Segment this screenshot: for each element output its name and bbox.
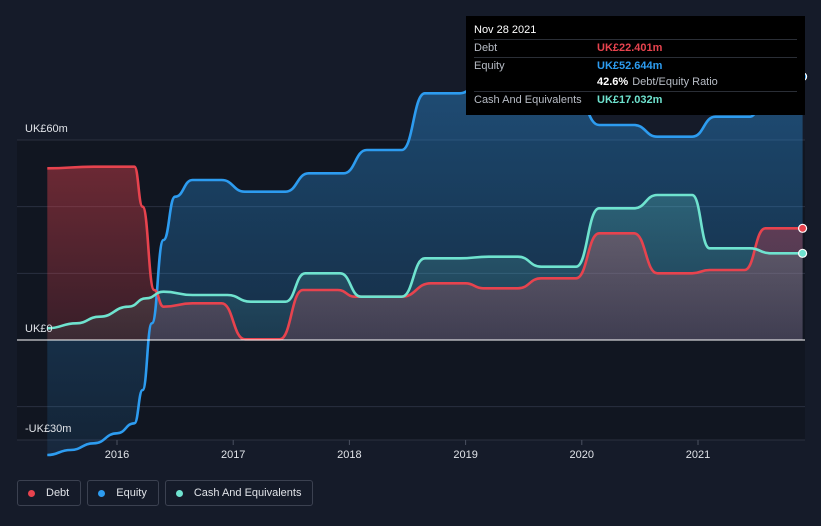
- tooltip-ratio-value: 42.6%: [597, 76, 629, 88]
- tooltip-ratio-spacer: [474, 74, 597, 91]
- tooltip-cash-label: Cash And Equivalents: [474, 93, 582, 106]
- tooltip-cash-value: UK£17.032m: [597, 93, 663, 106]
- x-tick-label: 2018: [337, 449, 361, 461]
- cash-area: [47, 195, 803, 340]
- tooltip-row-cash: Cash And Equivalents UK£17.032m: [474, 90, 797, 109]
- tooltip-row-equity: Equity UK£52.644m: [474, 56, 797, 75]
- x-tick-label: 2017: [221, 449, 245, 461]
- y-label-zero: UK£0: [25, 323, 53, 335]
- x-tick-label: 2020: [570, 449, 594, 461]
- cash-dot-icon: [175, 489, 183, 497]
- legend-label-equity: Equity: [116, 487, 147, 499]
- legend-item-debt[interactable]: Debt: [17, 480, 82, 506]
- legend: Debt Equity Cash And Equivalents: [17, 480, 314, 506]
- legend-item-equity[interactable]: Equity: [87, 480, 159, 506]
- legend-item-cash[interactable]: Cash And Equivalents: [164, 480, 314, 506]
- series-areas: [47, 76, 803, 455]
- x-tick-label: 2021: [686, 449, 710, 461]
- debt-dot-icon: [28, 489, 35, 497]
- debt-end-marker[interactable]: [797, 223, 808, 233]
- x-axis: 2016 2017 2018 2019 2020 2021: [105, 440, 710, 461]
- tooltip-row-ratio: 42.6% Debt/Equity Ratio: [474, 74, 797, 91]
- tooltip-ratio-label: Debt/Equity Ratio: [632, 76, 718, 88]
- tooltip-panel: Nov 28 2021 Debt UK£22.401m Equity UK£52…: [466, 16, 805, 115]
- x-tick-label: 2019: [453, 449, 477, 461]
- y-label-bottom: -UK£30m: [25, 423, 71, 435]
- series-lines: [47, 75, 803, 457]
- equity-line: [47, 75, 803, 457]
- legend-label-cash: Cash And Equivalents: [193, 487, 302, 499]
- x-tick-label: 2016: [105, 449, 129, 461]
- legend-label-debt: Debt: [46, 487, 70, 499]
- tooltip-equity-label: Equity: [474, 59, 505, 72]
- tooltip-date: Nov 28 2021: [474, 24, 537, 36]
- tooltip-debt-label: Debt: [474, 42, 498, 54]
- tooltip-equity-value: UK£52.644m: [597, 59, 663, 72]
- y-label-top: UK£60m: [25, 123, 68, 135]
- cash-end-marker[interactable]: [797, 248, 808, 258]
- equity-dot-icon: [98, 489, 106, 497]
- tooltip-row-debt: Debt UK£22.401m: [474, 39, 797, 57]
- tooltip-debt-value: UK£22.401m: [597, 42, 663, 54]
- cash-line: [47, 193, 803, 330]
